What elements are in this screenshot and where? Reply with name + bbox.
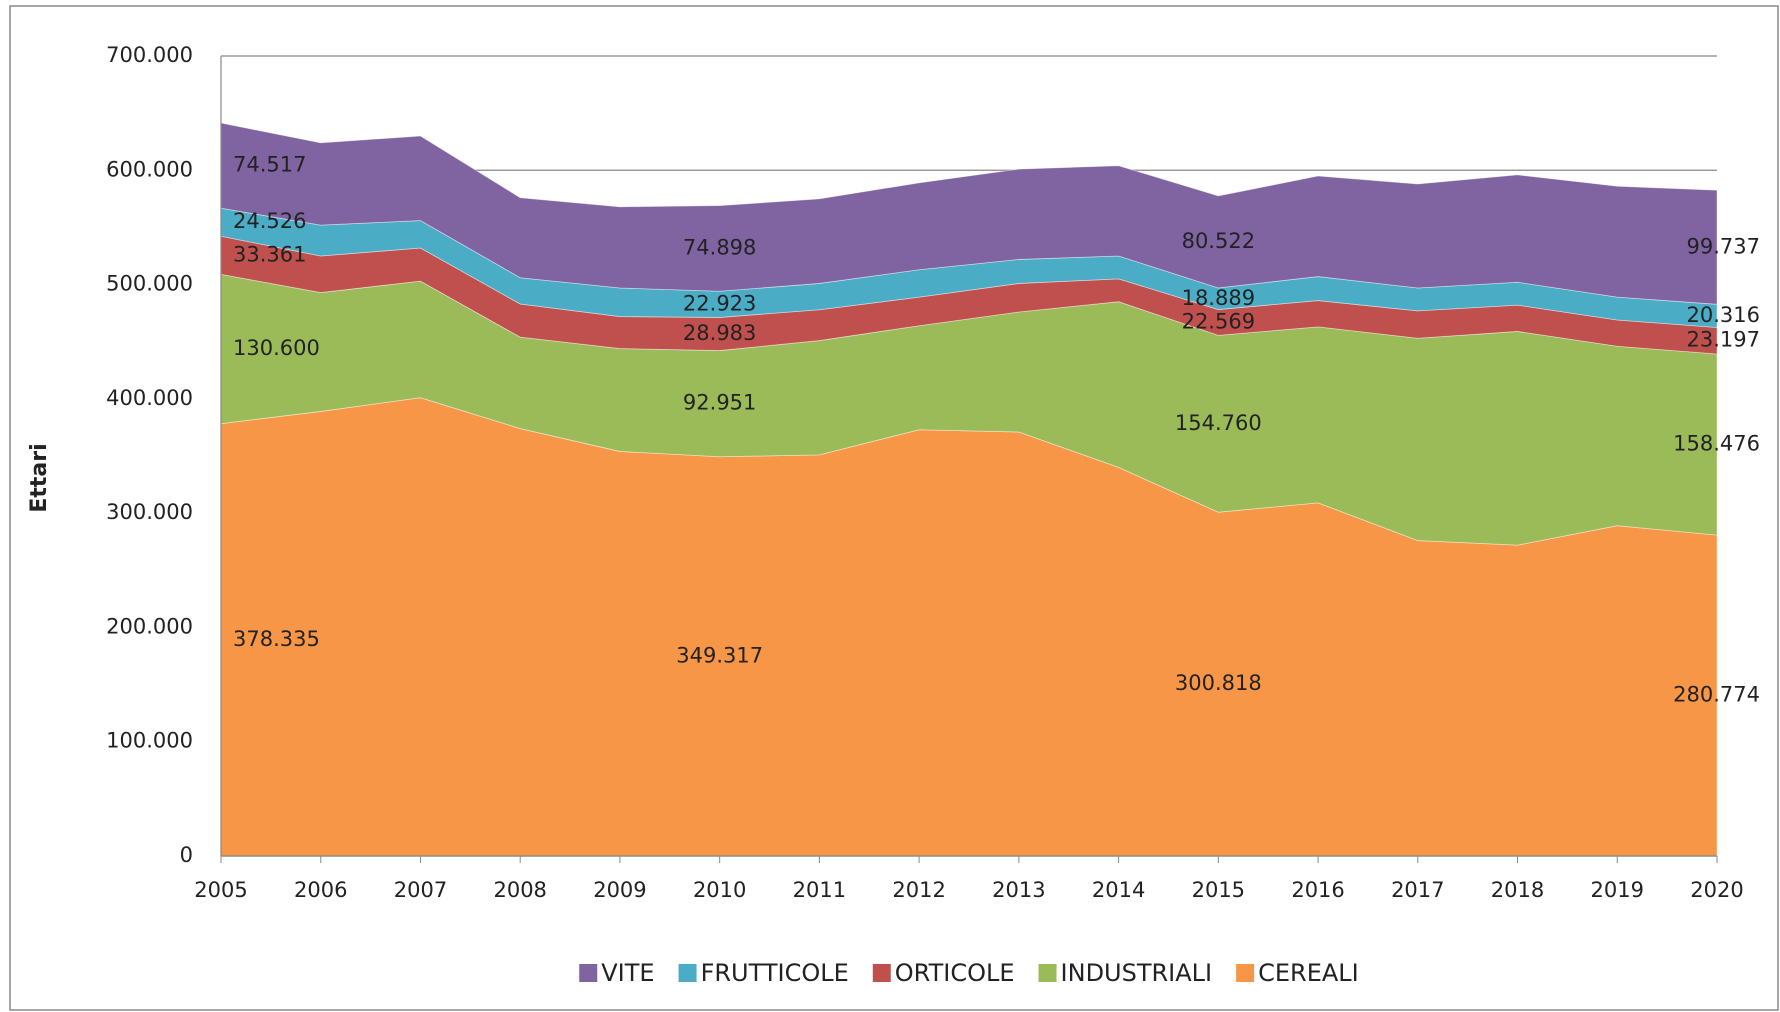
- legend-swatch: [872, 964, 891, 982]
- data-label: 280.774: [1673, 683, 1760, 707]
- legend-swatch: [1236, 964, 1255, 982]
- legend-label: CEREALI: [1258, 959, 1359, 987]
- x-tick-label: 2020: [1690, 878, 1743, 902]
- x-tick-label: 2006: [294, 878, 347, 902]
- data-label: 378.335: [233, 627, 320, 651]
- data-label: 22.569: [1182, 309, 1255, 333]
- y-tick-label: 500.000: [106, 272, 193, 296]
- data-label: 130.600: [233, 336, 320, 360]
- x-tick-label: 2018: [1491, 878, 1544, 902]
- x-tick-label: 2013: [992, 878, 1045, 902]
- area: [220, 122, 1718, 305]
- legend-swatch: [1038, 964, 1057, 982]
- x-tick-label: 2017: [1391, 878, 1444, 902]
- y-tick-label: 400.000: [106, 386, 193, 410]
- data-label: 18.889: [1182, 286, 1255, 310]
- y-tick-label: 100.000: [106, 729, 193, 753]
- legend-label: ORTICOLE: [895, 959, 1015, 987]
- legend-label: FRUTTICOLE: [701, 959, 849, 987]
- x-tick-label: 2007: [394, 878, 447, 902]
- data-label: 24.526: [233, 209, 306, 233]
- x-tick-label: 2019: [1591, 878, 1644, 902]
- data-label: 99.737: [1687, 234, 1760, 258]
- x-tick-label: 2016: [1291, 878, 1344, 902]
- data-label: 154.760: [1175, 411, 1262, 435]
- x-tick-label: 2014: [1092, 878, 1145, 902]
- data-label: 22.923: [683, 291, 756, 315]
- x-tick-label: 2005: [194, 878, 247, 902]
- x-tick-label: 2009: [593, 878, 646, 902]
- data-label: 80.522: [1182, 229, 1255, 253]
- x-tick-label: 2011: [793, 878, 846, 902]
- y-tick-label: 600.000: [106, 157, 193, 181]
- legend-swatch: [579, 964, 598, 982]
- y-tick-label: 300.000: [106, 500, 193, 524]
- data-label: 158.476: [1673, 432, 1760, 456]
- x-tick-label: 2008: [493, 878, 546, 902]
- data-label: 74.898: [683, 235, 756, 259]
- data-label: 300.818: [1175, 671, 1262, 695]
- data-label: 23.197: [1687, 328, 1760, 352]
- legend-label: VITE: [601, 959, 654, 987]
- x-tick-label: 2015: [1192, 878, 1245, 902]
- data-label: 33.361: [233, 242, 306, 266]
- data-label: 28.983: [683, 321, 756, 345]
- legend-label: INDUSTRIALI: [1061, 959, 1213, 987]
- x-tick-label: 2010: [693, 878, 746, 902]
- data-label: 74.517: [233, 153, 306, 177]
- y-tick-label: 0: [180, 843, 193, 867]
- data-label: 349.317: [676, 643, 763, 667]
- y-tick-label: 200.000: [106, 614, 193, 638]
- legend-swatch: [678, 964, 697, 982]
- data-label: 92.951: [683, 391, 756, 415]
- y-axis-title: Ettari: [27, 443, 52, 512]
- data-label: 20.316: [1687, 303, 1760, 327]
- x-tick-label: 2012: [892, 878, 945, 902]
- y-tick-label: 700.000: [106, 43, 193, 67]
